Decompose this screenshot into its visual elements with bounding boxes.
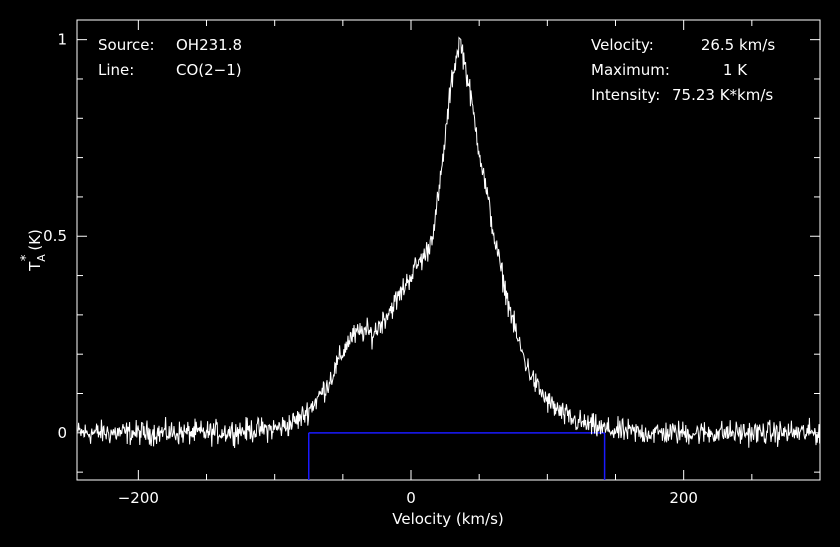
y-axis-label-subscript: A <box>35 254 48 262</box>
info-right: Velocity: 26.5 km/s Maximum: 1 K Intensi… <box>591 36 775 104</box>
axis-tick-labels: −200 0 200 0 0.5 1 <box>43 31 698 507</box>
velocity-value: 26.5 km/s <box>701 36 776 54</box>
line-value: CO(2−1) <box>176 61 242 79</box>
y-axis-label-superscript: * <box>19 254 34 261</box>
line-label: Line: <box>98 61 134 79</box>
source-value: OH231.8 <box>176 36 242 54</box>
spectrum-line <box>77 36 821 449</box>
axis-ticks <box>77 20 821 480</box>
intensity-value: 75.23 K*km/s <box>672 86 773 104</box>
y-tick-label: 0.5 <box>43 227 67 245</box>
maximum-value: 1 K <box>723 61 748 79</box>
source-label: Source: <box>98 36 155 54</box>
y-axis-label-symbol: T <box>26 261 44 272</box>
x-tick-label: 0 <box>406 489 416 507</box>
velocity-label: Velocity: <box>591 36 654 54</box>
x-axis-label: Velocity (km/s) <box>392 510 503 528</box>
plot-frame <box>76 19 821 481</box>
baseline-window <box>308 432 606 480</box>
info-left: Source: OH231.8 Line: CO(2−1) <box>98 36 242 79</box>
y-axis-label-unit: (K) <box>26 229 44 251</box>
y-axis-label: TA* (K) <box>19 229 48 272</box>
intensity-label: Intensity: <box>591 86 660 104</box>
y-tick-label: 1 <box>57 31 67 49</box>
x-tick-label: 200 <box>669 489 698 507</box>
maximum-label: Maximum: <box>591 61 670 79</box>
x-tick-label: −200 <box>118 489 159 507</box>
y-tick-label: 0 <box>57 424 67 442</box>
